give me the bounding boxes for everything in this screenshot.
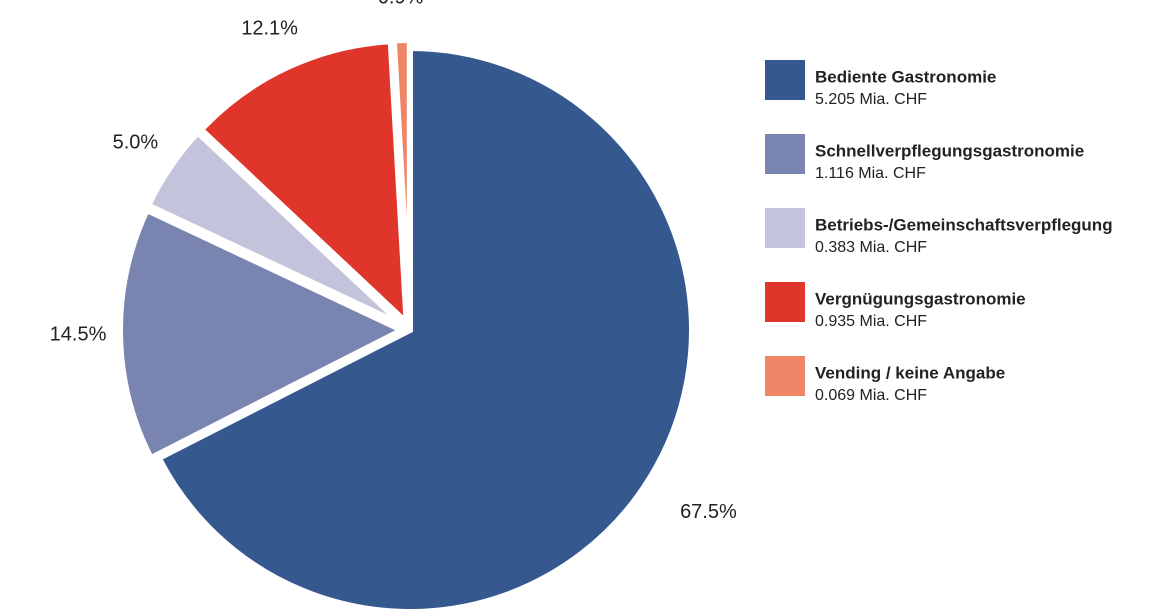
pie-slice [144,128,406,329]
pie-slice [196,38,411,331]
slice-label: 12.1% [241,17,298,39]
legend-detail: 0.935 Mia. CHF [815,313,927,330]
legend-swatch [765,134,805,174]
legend-label: Schnellverpflegungsgastronomie [815,141,1084,160]
legend-label: Vending / keine Angabe [815,363,1005,382]
legend-detail: 0.383 Mia. CHF [815,239,927,256]
slice-label: 5.0% [113,132,159,154]
legend-label: Bediente Gastronomie [815,67,996,86]
slice-label: 67.5% [680,501,737,523]
legend-detail: 0.069 Mia. CHF [815,387,927,404]
legend-swatch [765,60,805,100]
legend-swatch [765,282,805,322]
pie-slice [154,44,695,613]
legend-swatch [765,208,805,248]
pie-slice [390,37,413,323]
legend-swatch [765,356,805,396]
slice-label: 14.5% [50,323,107,345]
slice-label: 0.9% [378,0,424,8]
legend-detail: 5.205 Mia. CHF [815,91,927,108]
pie-slice [117,206,409,463]
legend-label: Vergnügungsgastronomie [815,289,1026,308]
legend-label: Betriebs-/Gemeinschaftsverpflegung [815,215,1113,234]
legend-detail: 1.116 Mia. CHF [815,165,926,182]
